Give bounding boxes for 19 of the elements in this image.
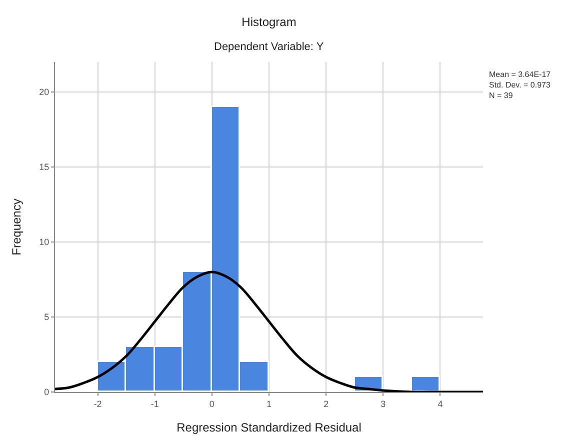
x-tick-label: 1 <box>266 398 272 409</box>
text: Mean = 3.64E-17 <box>489 70 552 79</box>
x-tick-label: 2 <box>324 398 329 409</box>
x-tick-label: 0 <box>209 398 214 409</box>
text: N = 39 <box>489 90 514 100</box>
y-axis-title: Frequency <box>9 198 24 256</box>
x-tick-label: -1 <box>150 398 159 409</box>
y-tick-label: 0 <box>44 387 50 398</box>
y-tick-label: 15 <box>39 162 50 172</box>
chart-subtitle: Dependent Variable: Y <box>214 41 324 53</box>
text: Std. Dev. = 0.973 <box>489 80 551 90</box>
y-tick-label: 20 <box>39 87 50 98</box>
y-tick-label: 10 <box>39 237 50 248</box>
x-tick-label: -2 <box>94 398 102 409</box>
y-tick-label: 5 <box>44 312 50 322</box>
chart-title: Histogram <box>242 15 296 30</box>
x-tick-label: 3 <box>380 398 386 409</box>
x-tick-label: 4 <box>438 398 443 409</box>
x-axis-title: Regression Standardized Residual <box>176 420 362 435</box>
